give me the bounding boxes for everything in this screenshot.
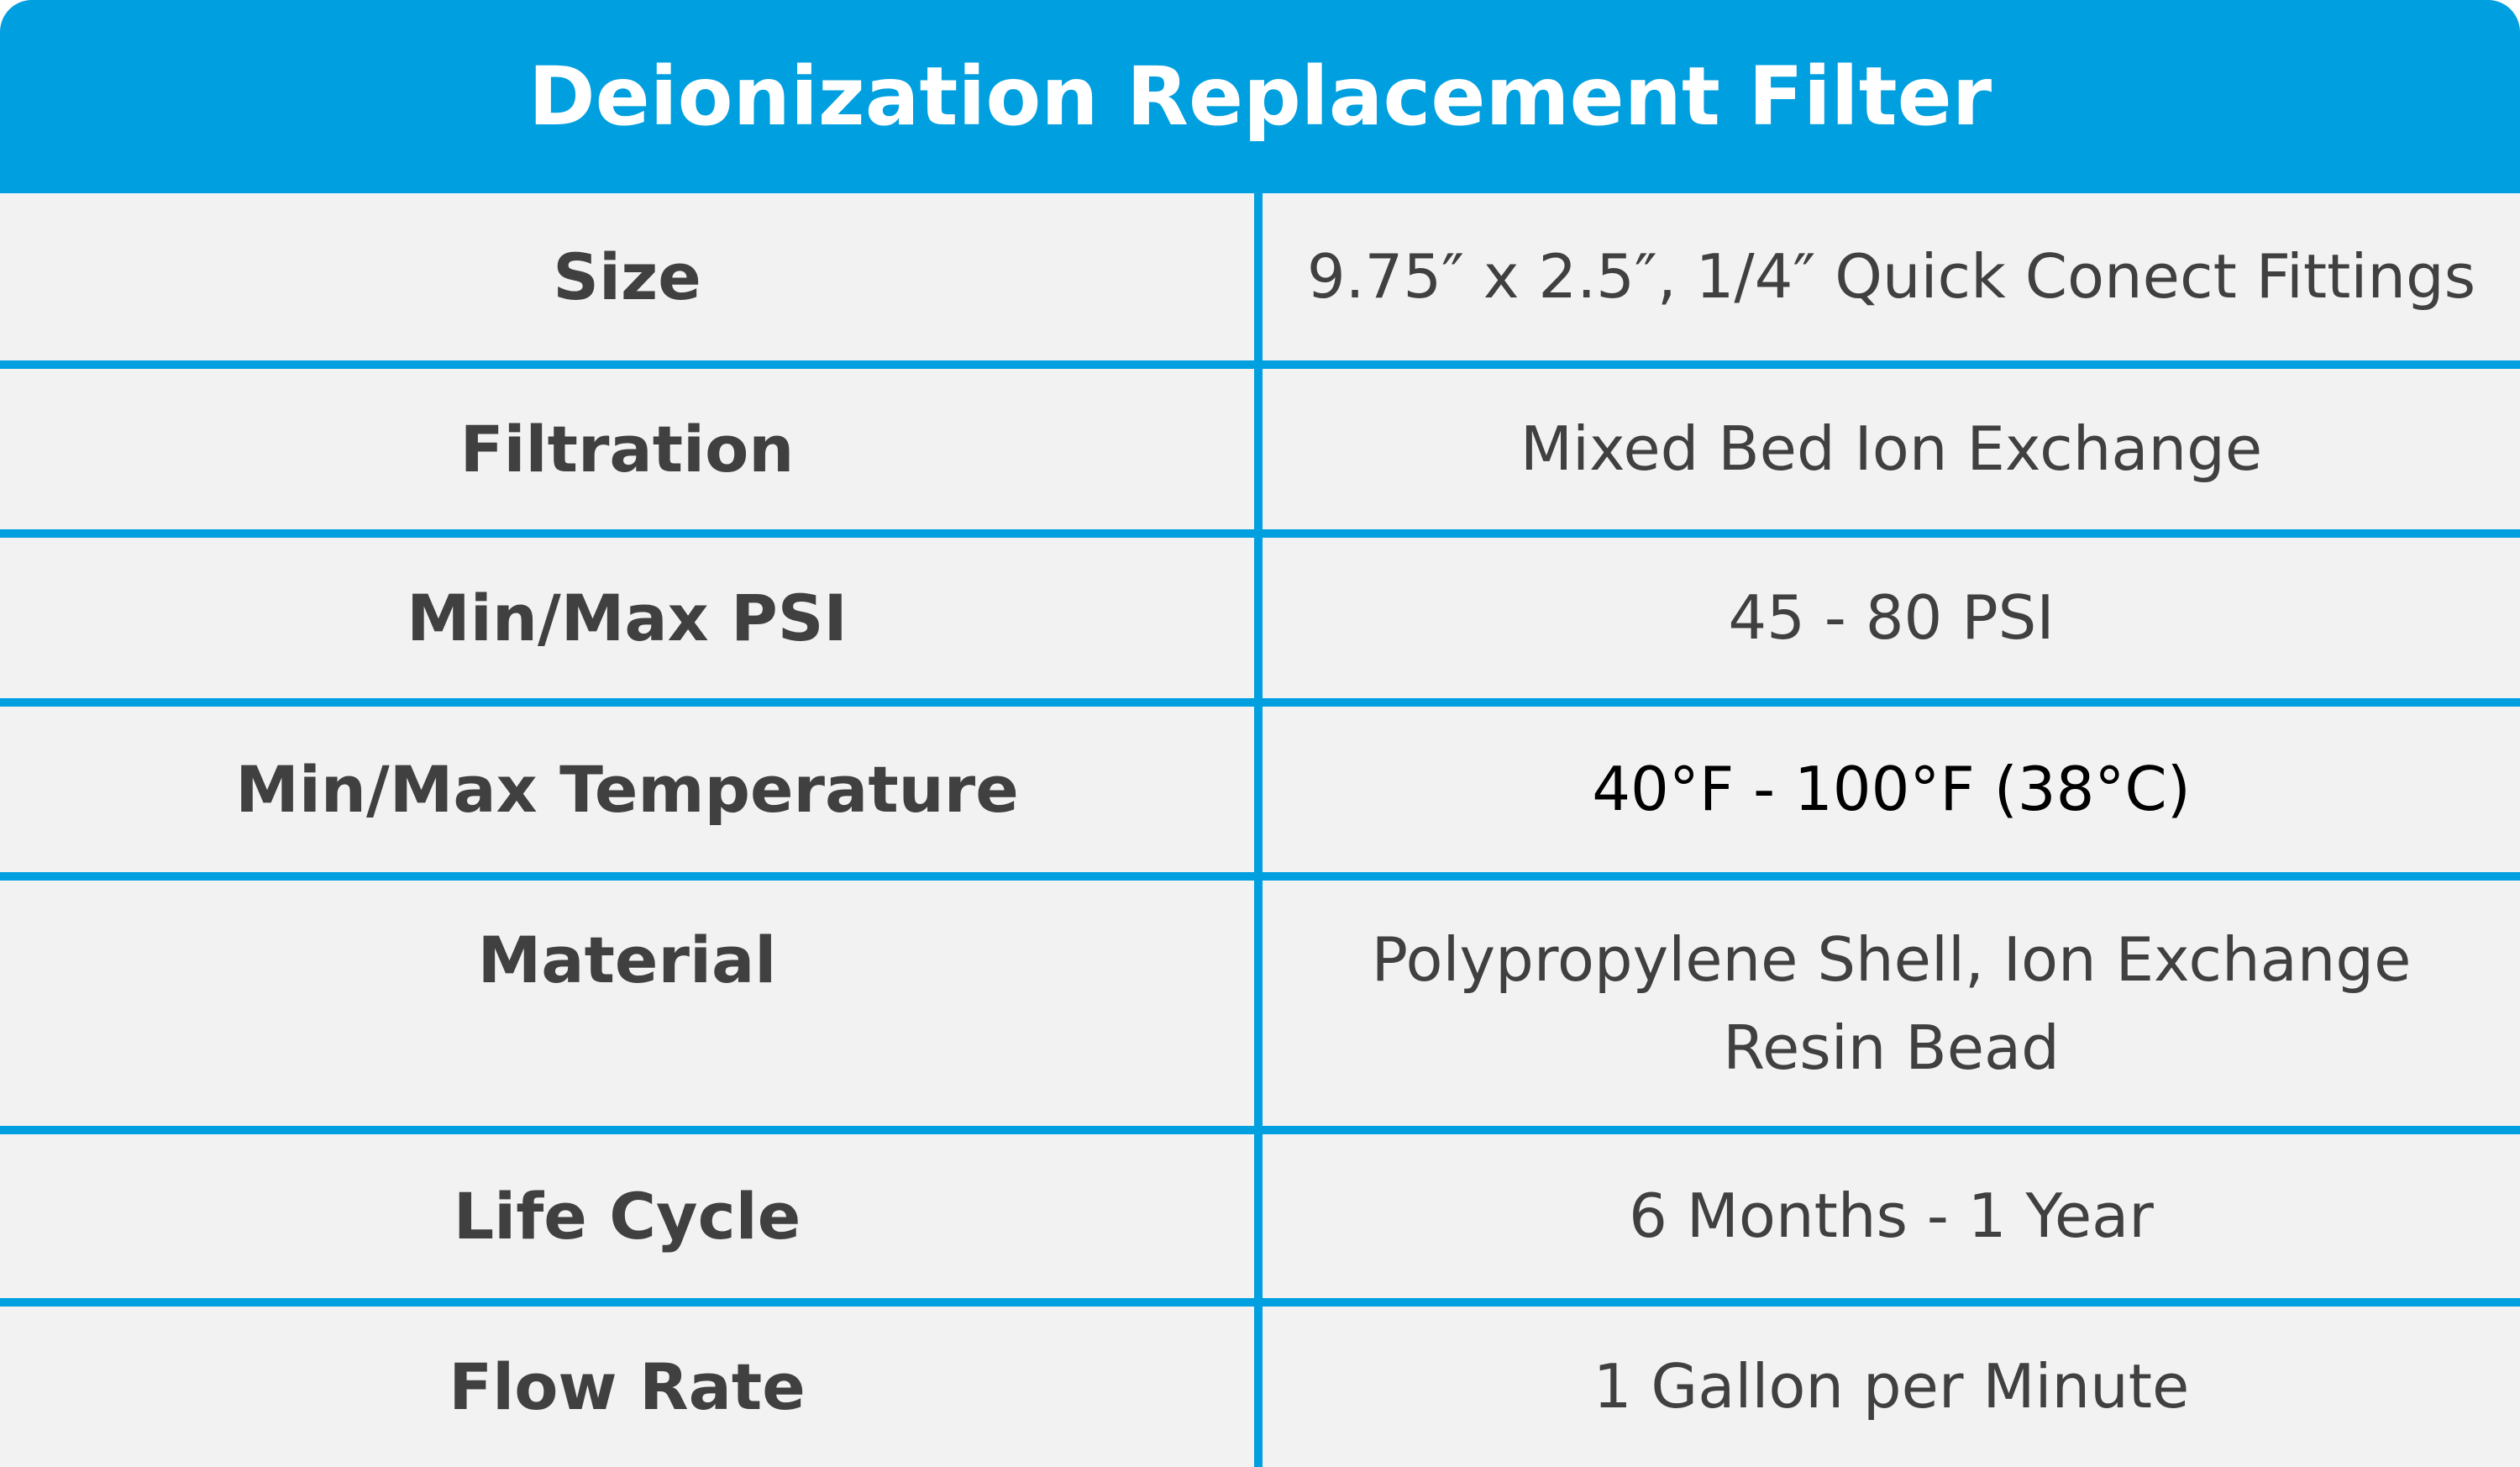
row-label: Min/Max Temperature: [0, 707, 1254, 872]
row-value: Polypropylene Shell, Ion Exchange Resin …: [1263, 881, 2520, 1126]
row-value: 45 - 80 PSI: [1263, 538, 2520, 698]
row-value: Mixed Bed Ion Exchange: [1263, 369, 2520, 529]
spec-table: Size 9.75″ x 2.5″, 1/4″ Quick Conect Fitt…: [0, 193, 2520, 1467]
row-label: Material: [0, 881, 1254, 1126]
row-value: 9.75″ x 2.5″, 1/4″ Quick Conect Fittings: [1263, 193, 2520, 360]
row-value: 1 Gallon per Minute: [1263, 1307, 2520, 1467]
row-label: Min/Max PSI: [0, 538, 1254, 698]
card-title: Deionization Replacement Filter: [528, 50, 1992, 144]
row-label: Flow Rate: [0, 1307, 1254, 1467]
row-label: Life Cycle: [0, 1134, 1254, 1298]
row-value: 40°F - 100°F (38°C): [1263, 707, 2520, 872]
row-value: 6 Months - 1 Year: [1263, 1134, 2520, 1298]
row-label: Filtration: [0, 369, 1254, 529]
row-label: Size: [0, 193, 1254, 360]
